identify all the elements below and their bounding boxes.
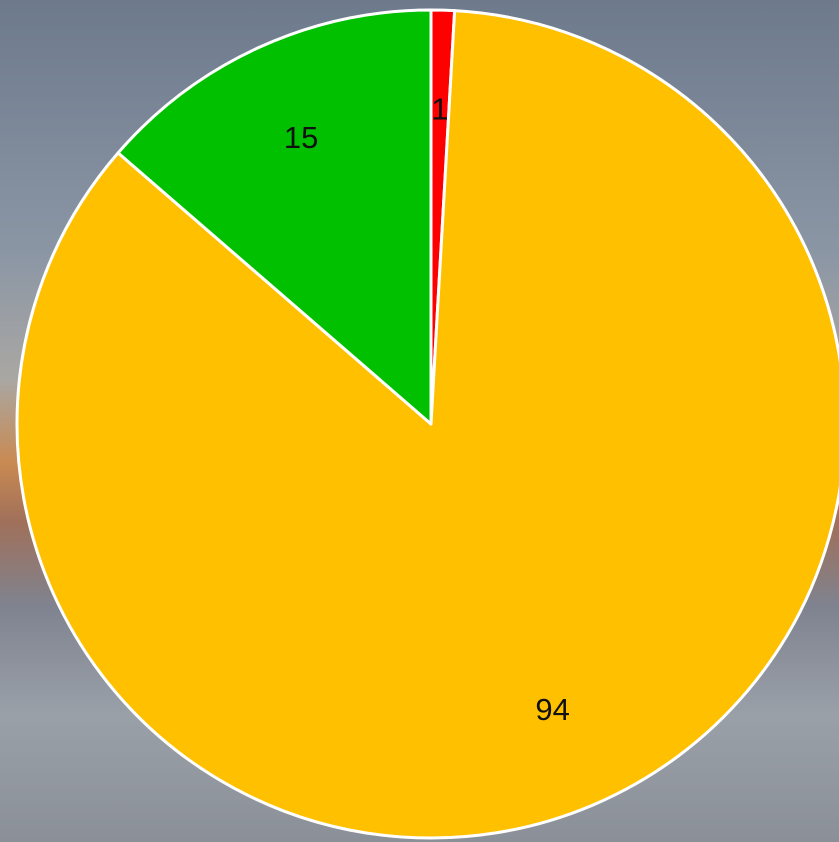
slice-label: 15 bbox=[284, 120, 318, 155]
chart: 1 94 15 bbox=[0, 0, 839, 842]
slice-label: 94 bbox=[535, 692, 569, 727]
page: {"chart_data": {"type": "pie", "values":… bbox=[0, 0, 839, 842]
slice-label: 1 bbox=[431, 92, 448, 127]
